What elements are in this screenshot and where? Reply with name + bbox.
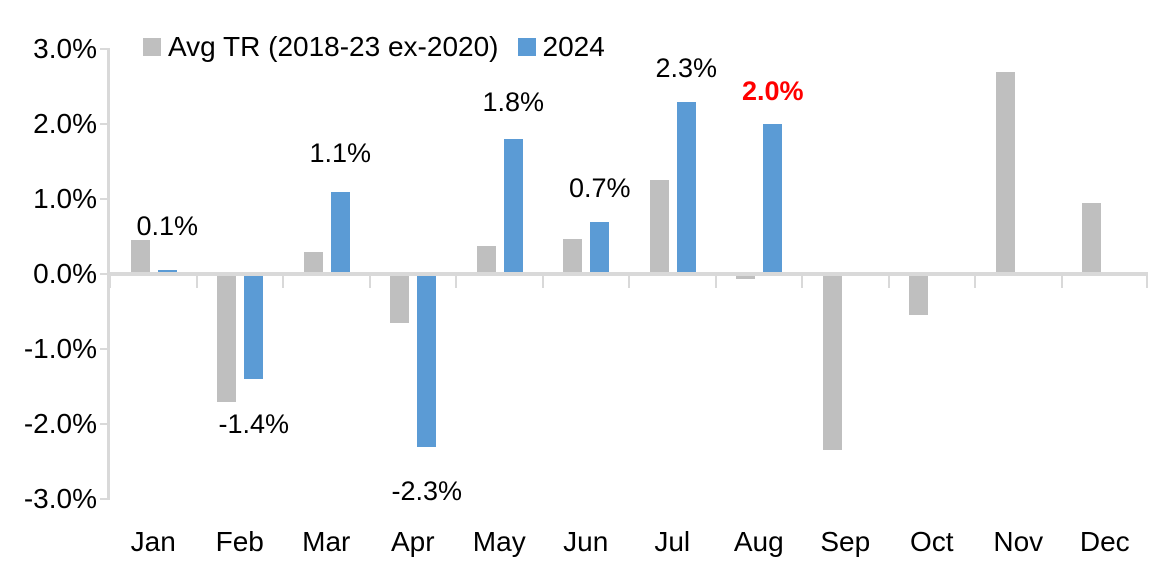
y-axis-tick-mark [100,273,110,275]
bar-2024-jun [590,221,610,274]
x-axis-tick-mark [887,276,890,288]
bar-avg-apr [390,274,410,323]
data-label-jan: 0.1% [136,211,199,242]
x-axis-label-dec: Dec [1079,526,1130,557]
y-axis-tick-label: -1.0% [23,333,97,364]
y-axis-tick-mark [100,123,110,125]
x-axis-tick-mark [801,276,803,288]
x-axis-tick-mark [541,276,544,288]
bar-avg-jul [649,180,669,274]
bar-2024-mar [330,191,350,274]
legend-swatch-2024 [517,38,536,56]
x-axis-label-apr: Apr [390,526,435,557]
y-axis-line [107,49,110,499]
bar-avg-mar [303,251,323,274]
x-axis-label-mar: Mar [302,526,351,557]
chart-legend: Avg TR (2018-23 ex-2020) 2024 [143,31,624,63]
bar-avg-oct [909,274,929,316]
x-axis-label-feb: Feb [215,526,264,557]
data-label-feb: -1.4% [218,408,290,439]
legend-swatch-avg-tr [143,38,161,56]
bar-avg-sep [822,274,842,451]
bar-2024-feb [244,274,264,379]
bar-2024-apr [417,274,437,447]
x-axis-tick-mark [368,276,371,288]
bar-2024-aug [763,124,783,274]
x-axis-tick-mark [714,276,717,288]
bar-avg-nov [995,71,1015,274]
y-axis-tick-label: -2.0% [23,408,97,439]
x-axis-label-nov: Nov [993,526,1044,557]
y-axis-tick-mark [100,423,110,425]
bar-2024-jul [676,101,696,274]
x-axis-tick-mark [455,276,457,288]
bar-2024-may [503,139,523,274]
bar-avg-aug [736,274,756,279]
x-axis-tick-mark [1146,276,1148,288]
x-axis-tick-mark [1060,276,1063,288]
x-axis-label-oct: Oct [909,526,954,557]
data-label-may: 1.8% [482,87,545,117]
bar-avg-jun [563,238,583,274]
x-axis-tick-mark [195,276,198,288]
x-axis-label-sep: Sep [820,526,871,557]
x-axis-label-jan: Jan [130,526,176,557]
bar-avg-jan [130,240,150,274]
x-axis-label-may: May [472,526,526,557]
x-axis-label-jul: Jul [654,526,691,557]
x-axis-tick-mark [109,276,111,288]
x-axis-tick-mark [628,276,630,288]
data-label-apr: -2.3% [391,475,463,506]
bar-avg-may [476,245,496,274]
y-axis-tick-label: 3.0% [33,33,97,64]
x-axis-line [110,272,1148,276]
x-axis-label-aug: Aug [733,526,784,557]
data-label-aug: 2.0% [741,76,804,106]
data-label-jun: 0.7% [568,172,631,203]
y-axis-tick-mark [100,198,110,200]
bar-avg-dec [1082,202,1102,274]
x-axis-tick-mark [974,276,976,288]
x-axis-label-jun: Jun [563,526,609,557]
legend-label-avg-tr: Avg TR (2018-23 ex-2020) [168,31,499,62]
data-label-mar: 1.1% [309,137,372,168]
x-axis-tick-mark [282,276,284,288]
y-axis-tick-label: -3.0% [23,483,97,514]
y-axis-tick-mark [100,48,110,50]
y-axis-tick-label: 2.0% [33,108,97,139]
data-label-jul: 2.3% [655,52,718,83]
y-axis-tick-mark [100,498,110,500]
y-axis-tick-mark [100,348,110,350]
legend-label-2024: 2024 [542,31,605,62]
bar-avg-feb [217,274,237,402]
y-axis-tick-label: 1.0% [33,183,97,214]
y-axis-tick-label: 0.0% [33,258,97,289]
